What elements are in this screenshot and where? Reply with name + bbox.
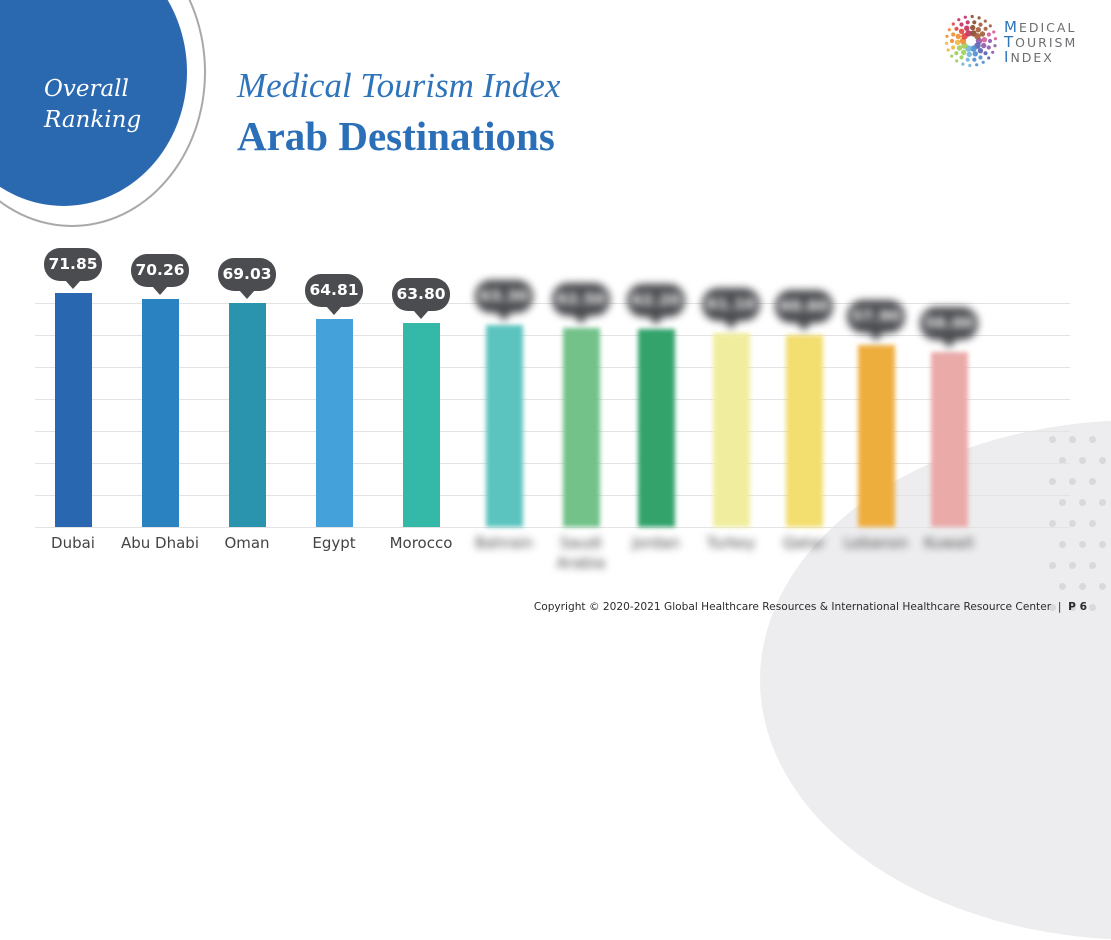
decorative-dot <box>1099 499 1106 506</box>
decorative-dot <box>1069 562 1076 569</box>
decorative-dot <box>1049 478 1056 485</box>
category-label: Kuwait <box>923 534 975 552</box>
bar-turkey <box>713 333 750 527</box>
decorative-dot <box>1059 583 1066 590</box>
bar-oman <box>229 303 266 527</box>
category-label: Qatar <box>782 534 826 552</box>
bar-kuwait <box>931 352 968 527</box>
decorative-dot <box>1059 541 1066 548</box>
decorative-dot <box>1069 436 1076 443</box>
badge-text: Overall Ranking <box>44 74 141 136</box>
decorative-dot <box>1049 562 1056 569</box>
logo-word-2: OURISM <box>1015 35 1078 50</box>
bar-jordan <box>638 328 675 527</box>
value-label: 62.20 <box>627 283 685 325</box>
swirl-logo-icon <box>945 14 997 68</box>
logo-word-3: NDEX <box>1010 50 1054 65</box>
decorative-dot <box>1089 478 1096 485</box>
bar-dubai <box>55 292 92 527</box>
badge-line-1: Overall <box>44 76 129 102</box>
decorative-dot <box>1089 562 1096 569</box>
value-label: 70.26 <box>131 253 189 295</box>
value-label: 69.03 <box>218 258 276 300</box>
decorative-dot <box>1069 478 1076 485</box>
badge-line-2: Ranking <box>44 107 142 133</box>
decorative-dot <box>1089 436 1096 443</box>
decorative-dot <box>1049 520 1056 527</box>
value-label: 71.85 <box>44 247 102 289</box>
decorative-dot <box>1089 604 1096 611</box>
bar-abu-dhabi <box>142 298 179 527</box>
category-label: Bahrain <box>474 534 534 552</box>
value-label: 64.81 <box>305 274 363 316</box>
decorative-dot <box>1079 457 1086 464</box>
logo-cap-t: T <box>1004 33 1016 51</box>
category-label: Dubai <box>51 534 95 552</box>
decorative-dot <box>1079 541 1086 548</box>
gridline <box>35 527 1070 528</box>
page-title: Medical Tourism Index <box>237 66 561 105</box>
decorative-dot <box>1099 541 1106 548</box>
page-subtitle: Arab Destinations <box>237 113 555 159</box>
logo-text: MEDICAL TOURISM INDEX <box>1004 20 1077 65</box>
category-label: Abu Dhabi <box>121 534 199 552</box>
category-label: Turkey <box>706 534 756 552</box>
value-label: 63.80 <box>392 277 450 319</box>
category-label: Lebanon <box>843 534 909 552</box>
bar-lebanon <box>858 344 895 527</box>
footer-separator: | <box>1057 601 1062 613</box>
value-label: 60.60 <box>775 289 833 331</box>
footer: Copyright © 2020-2021 Global Healthcare … <box>534 601 1087 613</box>
logo-word-1: EDICAL <box>1018 20 1077 35</box>
bar-morocco <box>403 322 440 527</box>
value-label: 62.50 <box>552 282 610 324</box>
category-label: Oman <box>224 534 270 552</box>
decorative-dot <box>1069 520 1076 527</box>
bar-chart: 71.85 Dubai 70.26 Abu Dhabi 69.03 Oman 64.81 Eg… <box>35 247 1070 572</box>
decorative-dot <box>1059 499 1066 506</box>
gridline <box>35 335 1070 336</box>
bar-qatar <box>786 334 823 527</box>
decorative-dot <box>1079 583 1086 590</box>
decorative-dot <box>1049 436 1056 443</box>
decorative-dot <box>1099 583 1106 590</box>
bar-bahrain <box>486 324 523 527</box>
gridline <box>35 495 1070 496</box>
value-label: 61.10 <box>702 288 760 330</box>
gridline <box>35 463 1070 464</box>
logo-cap-m: M <box>1004 18 1019 36</box>
gridline <box>35 431 1070 432</box>
decorative-dot <box>1079 499 1086 506</box>
bar-egypt <box>316 319 353 527</box>
decorative-dot <box>1069 604 1076 611</box>
decorative-dot <box>1099 457 1106 464</box>
decorative-dots <box>1041 430 1111 628</box>
category-label: Jordan <box>632 534 680 552</box>
decorative-dot <box>1059 457 1066 464</box>
value-label: 56.00 <box>920 307 978 349</box>
copyright-text: Copyright © 2020-2021 Global Healthcare … <box>533 601 1052 613</box>
value-label: 63.30 <box>475 279 533 321</box>
category-label: Saudi Arabia <box>556 534 606 572</box>
decorative-dot <box>1089 520 1096 527</box>
decorative-dot <box>1049 604 1056 611</box>
value-label: 57.90 <box>847 299 905 341</box>
logo-cap-i: I <box>1004 48 1011 66</box>
gridline <box>35 367 1070 368</box>
gridline <box>35 399 1070 400</box>
page-number: P 6 <box>1068 601 1087 613</box>
medical-tourism-index-logo: MEDICAL TOURISM INDEX <box>942 12 1102 72</box>
category-label: Egypt <box>312 534 356 552</box>
bar-saudi-arabia <box>563 327 600 527</box>
category-label: Morocco <box>389 534 453 552</box>
